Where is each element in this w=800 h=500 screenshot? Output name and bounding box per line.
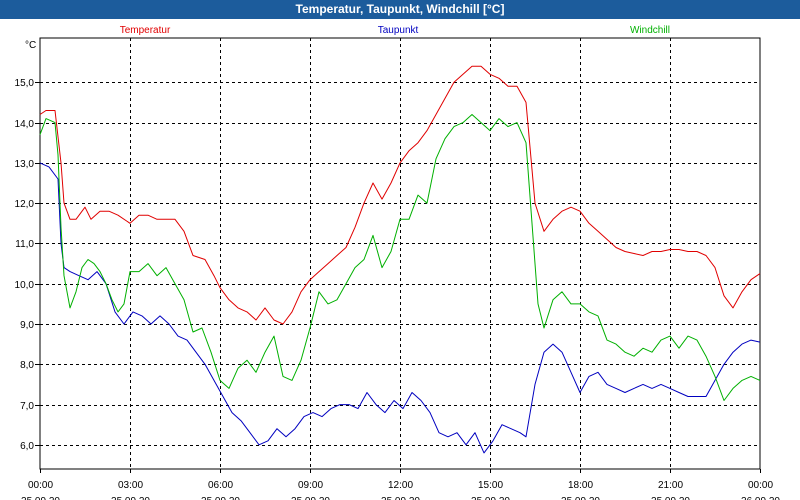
x-tick-date-label: 25.09.20	[381, 496, 420, 500]
x-tick-date-label: 25.09.20	[21, 496, 60, 500]
series-line-temperatur	[39, 65, 761, 325]
series-group	[39, 65, 761, 454]
x-tick-date-label: 25.09.20	[201, 496, 240, 500]
series-line-windchill	[39, 114, 761, 401]
y-tick-label: 10,0	[15, 280, 35, 291]
y-axis-ticks: 6,0 7,0 8,0 9,0 10,0 11,0 12,0 13,0 14,0 15,0	[15, 78, 40, 452]
chart: °C Temperatur Taupunkt Windchill 6,0 7,0 8,0…	[15, 25, 781, 500]
x-tick-date-label: 25.09.20	[561, 496, 600, 500]
y-tick-label: 13,0	[15, 159, 35, 170]
y-tick-label: 8,0	[20, 360, 34, 371]
x-tick-time-label: 18:00	[568, 480, 593, 491]
x-tick-date-label: 25.09.20	[111, 496, 150, 500]
legend-entry-taupunkt: Taupunkt	[378, 25, 419, 36]
x-tick-time-label: 00:00	[28, 480, 53, 491]
x-tick-date-label: 25.09.20	[471, 496, 510, 500]
y-tick-label: 12,0	[15, 199, 35, 210]
x-tick-time-label: 21:00	[658, 480, 683, 491]
window-title: Temperatur, Taupunkt, Windchill [°C]	[0, 0, 800, 19]
y-tick-label: 11,0	[15, 239, 34, 250]
x-tick-time-label: 06:00	[208, 480, 233, 491]
x-tick-date-label: 25.09.20	[291, 496, 330, 500]
legend-entry-temperatur: Temperatur	[120, 25, 171, 36]
x-axis-ticks: 00:00 25.09.20 03:00 25.09.20 06:00 25.09.20 0…	[21, 469, 780, 500]
series-line-taupunkt	[39, 162, 761, 454]
x-tick-time-label: 15:00	[478, 480, 503, 491]
legend-entry-windchill: Windchill	[630, 25, 670, 36]
x-tick-date-label: 26.09.20	[741, 496, 780, 500]
x-tick-date-label: 25.09.20	[651, 496, 690, 500]
grid	[40, 38, 760, 469]
x-tick-time-label: 00:00	[748, 480, 773, 491]
x-tick-time-label: 12:00	[388, 480, 413, 491]
y-axis-label: °C	[25, 40, 36, 51]
y-tick-label: 14,0	[15, 119, 35, 130]
y-tick-label: 15,0	[15, 78, 35, 89]
y-tick-label: 9,0	[20, 320, 34, 331]
y-tick-label: 6,0	[20, 441, 34, 452]
x-tick-time-label: 09:00	[298, 480, 323, 491]
x-tick-time-label: 03:00	[118, 480, 143, 491]
y-tick-label: 7,0	[20, 401, 34, 412]
legend: Temperatur Taupunkt Windchill	[120, 25, 670, 36]
